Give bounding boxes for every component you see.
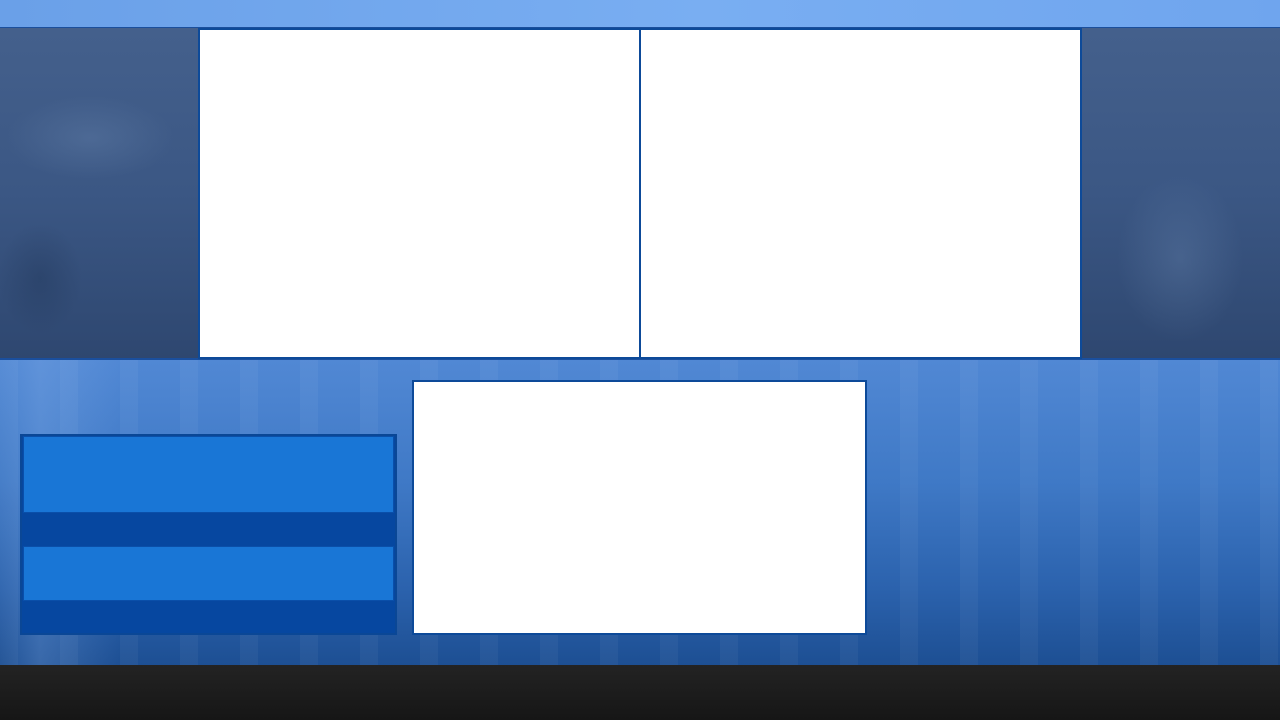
top-bar bbox=[0, 0, 1280, 28]
bottom-bar bbox=[0, 665, 1280, 720]
center-panel bbox=[412, 380, 867, 635]
menu-button-1[interactable] bbox=[23, 436, 394, 513]
top-left-panel bbox=[198, 28, 641, 359]
menu-box bbox=[20, 434, 397, 635]
top-right-panel bbox=[639, 28, 1082, 359]
menu-button-2[interactable] bbox=[23, 546, 394, 601]
